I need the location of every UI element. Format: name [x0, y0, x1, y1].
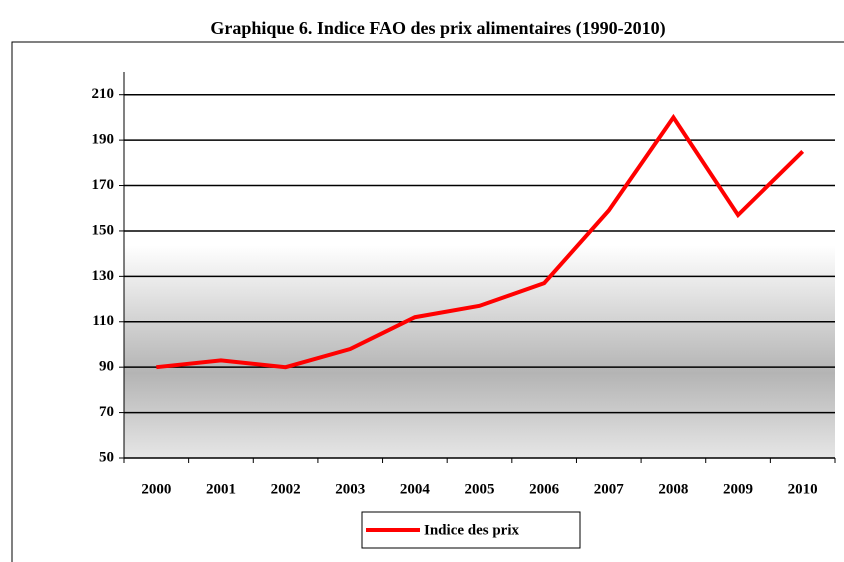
y-tick-label: 210	[92, 86, 115, 102]
data-line	[156, 113, 805, 370]
x-tick-label: 2007	[594, 481, 625, 497]
y-tick-label: 90	[99, 359, 114, 375]
y-tick-label: 170	[92, 177, 115, 193]
y-tick-label: 150	[92, 222, 115, 238]
x-tick-label: 2001	[206, 481, 236, 497]
x-tick-label: 2010	[788, 481, 818, 497]
chart-frame	[11, 41, 844, 562]
y-tick-label: 190	[92, 132, 115, 148]
y-tick-label: 70	[99, 404, 114, 420]
chart-title: Graphique 6. Indice FAO des prix aliment…	[210, 18, 665, 39]
y-tick-label: 50	[99, 449, 114, 465]
x-tick-label: 2002	[271, 481, 301, 497]
y-tick-label: 110	[92, 313, 114, 329]
x-tick-label: 2008	[658, 481, 688, 497]
x-tick-label: 2006	[529, 481, 560, 497]
legend-label: Indice des prix	[424, 522, 520, 538]
x-tick-label: 2009	[723, 481, 753, 497]
plot-area	[124, 72, 835, 458]
y-tick-label: 130	[92, 268, 115, 284]
x-tick-label: 2003	[335, 481, 365, 497]
legend-box	[361, 511, 581, 549]
x-tick-label: 2000	[141, 481, 171, 497]
x-tick-label: 2005	[465, 481, 495, 497]
x-tick-label: 2004	[400, 481, 431, 497]
